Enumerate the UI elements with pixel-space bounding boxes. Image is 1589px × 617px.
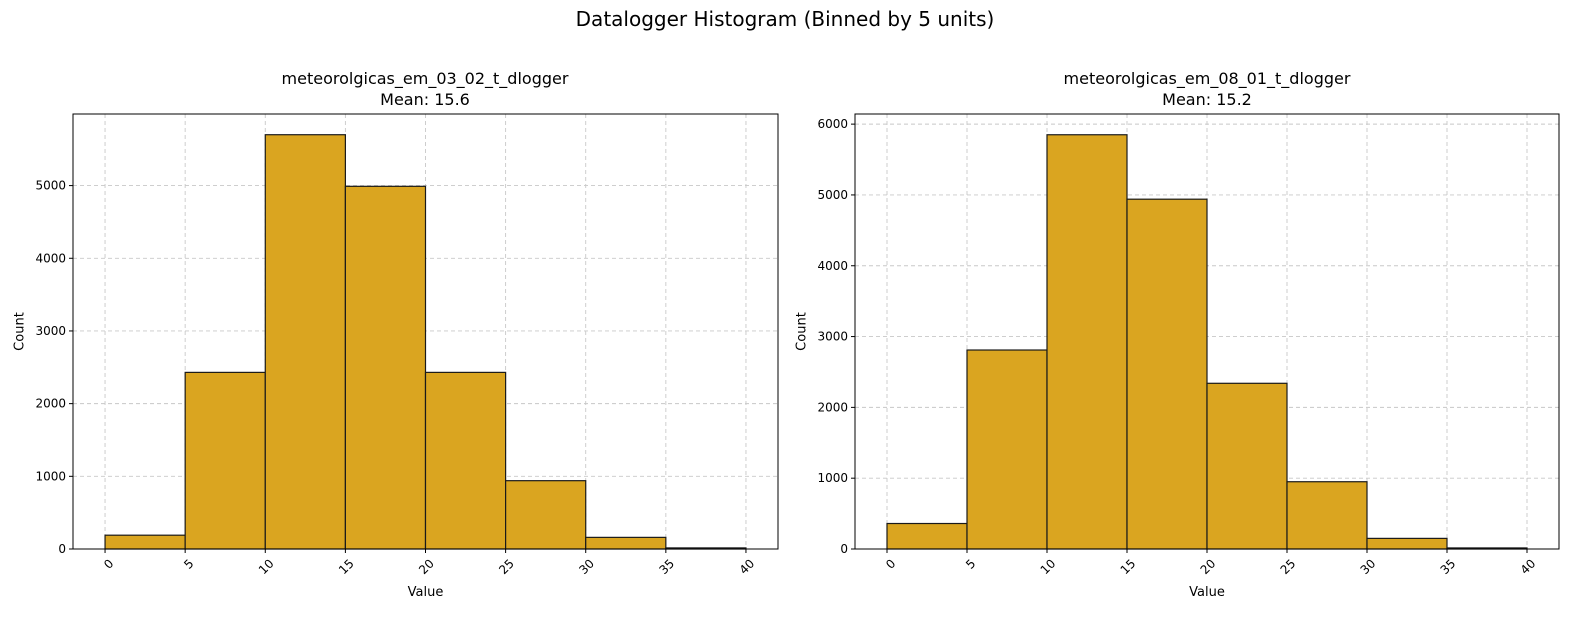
panel-title: meteorolgicas_em_08_01_t_dlogger [1064, 69, 1351, 89]
histogram-bar [1126, 198, 1208, 550]
y-tick-label: 0 [58, 542, 66, 556]
panel-mean-subtitle: Mean: 15.2 [1162, 90, 1252, 109]
histogram-bar [184, 371, 266, 550]
x-tick-label: 25 [496, 556, 517, 577]
panel-title: meteorolgicas_em_03_02_t_dlogger [282, 69, 569, 89]
y-axis-label: Count [795, 312, 810, 351]
histogram-bar [104, 534, 186, 550]
x-tick-label: 15 [336, 556, 357, 577]
histogram-bar [1206, 382, 1288, 550]
histogram-bar [1046, 134, 1128, 550]
x-tick-label: 15 [1118, 556, 1139, 577]
x-tick-label: 10 [256, 556, 277, 577]
y-tick-label: 3000 [817, 330, 848, 344]
y-axis-label: Count [13, 312, 28, 351]
x-tick-label: 40 [1518, 556, 1539, 577]
y-tick-label: 1000 [817, 471, 848, 485]
x-tick-label: 35 [656, 556, 677, 577]
y-tick-label: 0 [840, 542, 848, 556]
histogram-bar [585, 536, 667, 550]
x-tick-label: 5 [963, 556, 978, 571]
histogram-bar [344, 185, 427, 550]
y-tick-label: 6000 [817, 117, 848, 131]
y-tick-label: 2000 [817, 400, 848, 414]
x-tick-label: 40 [737, 556, 758, 577]
x-tick-label: 0 [101, 556, 116, 571]
histogram-bar [1366, 537, 1448, 550]
x-tick-label: 0 [883, 556, 898, 571]
panel-mean-subtitle: Mean: 15.6 [380, 90, 470, 109]
histogram-bar [505, 480, 587, 550]
x-tick-label: 20 [1198, 556, 1219, 577]
x-axis-label: Value [408, 585, 444, 600]
histogram-bar [886, 522, 968, 550]
x-tick-label: 5 [181, 556, 196, 571]
x-tick-label: 25 [1278, 556, 1299, 577]
x-tick-label: 10 [1038, 556, 1059, 577]
histogram-bar [966, 349, 1048, 550]
x-tick-label: 30 [576, 556, 597, 577]
y-tick-label: 3000 [35, 324, 66, 338]
y-tick-label: 4000 [35, 251, 66, 265]
y-tick-label: 1000 [35, 469, 66, 483]
y-tick-label: 5000 [817, 188, 848, 202]
x-tick-label: 20 [416, 556, 437, 577]
histogram-bar [1286, 481, 1368, 550]
figure-title: Datalogger Histogram (Binned by 5 units) [576, 7, 995, 31]
x-axis-label: Value [1189, 585, 1225, 600]
x-tick-label: 30 [1358, 556, 1379, 577]
histogram-bar [264, 134, 346, 550]
y-tick-label: 2000 [35, 397, 66, 411]
y-tick-label: 4000 [817, 259, 848, 273]
x-tick-label: 35 [1438, 556, 1459, 577]
y-tick-label: 5000 [35, 179, 66, 193]
histogram-bar [424, 371, 507, 550]
